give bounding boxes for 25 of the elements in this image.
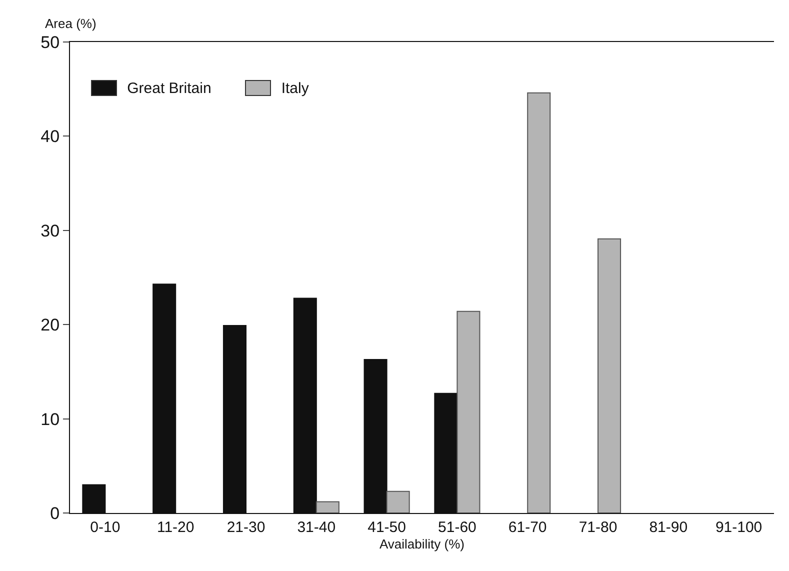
x-tick-label: 41-50	[368, 519, 406, 536]
bar	[527, 92, 551, 513]
bar	[316, 501, 340, 513]
x-tick-label: 61-70	[508, 519, 547, 536]
legend-label: Italy	[281, 80, 309, 97]
x-tick-label: 91-100	[715, 519, 762, 536]
y-tick-label: 20	[40, 316, 60, 335]
y-axis-title: Area (%)	[45, 16, 96, 31]
x-tick-label: 71-80	[578, 519, 618, 536]
bar	[386, 490, 410, 513]
x-axis-title: Availability (%)	[379, 536, 465, 552]
y-tick-label: 0	[50, 504, 60, 523]
bar	[598, 238, 622, 513]
y-tick-label: 40	[40, 127, 60, 146]
x-tick-label: 0-10	[90, 519, 120, 536]
legend-label: Great Britain	[127, 80, 212, 97]
x-tick-label: 21-30	[226, 519, 266, 536]
x-tick-label: 51-60	[438, 519, 476, 536]
x-tick-label: 81-90	[649, 519, 688, 536]
y-tick-label: 50	[40, 32, 60, 52]
x-tick-label: 31-40	[297, 519, 336, 536]
y-tick-label: 10	[40, 410, 60, 429]
bar	[456, 310, 480, 513]
x-tick-label: 11-20	[156, 519, 194, 536]
y-tick-label: 30	[40, 221, 60, 240]
